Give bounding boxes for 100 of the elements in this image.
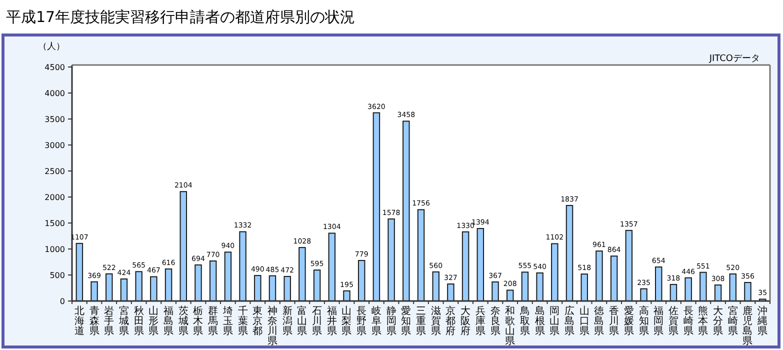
y-tick-label: 3500 — [44, 115, 65, 124]
bar — [90, 281, 98, 302]
bar — [462, 231, 470, 302]
y-tick-label: 2500 — [44, 167, 65, 176]
y-tick-label: 4500 — [44, 63, 65, 72]
text: JITCOデータ — [708, 54, 760, 64]
x-tick-label: 群馬県 — [207, 305, 218, 337]
bar — [476, 228, 484, 302]
x-tick-label: 愛知県 — [401, 305, 412, 337]
bar — [596, 250, 603, 302]
x-tick-label: 滋賀県 — [430, 305, 441, 337]
x-tick-label: 広島県 — [564, 305, 575, 337]
x-tick-label: 鳥取県 — [518, 305, 530, 337]
x-tick-label: 香川県 — [609, 305, 620, 337]
bar — [566, 204, 574, 302]
bar — [164, 268, 172, 302]
x-tick-label: 宮城県 — [118, 305, 129, 337]
bar — [372, 112, 380, 302]
x-tick-label: 和歌山県 — [505, 305, 516, 347]
y-tick-label: 4000 — [44, 89, 65, 98]
x-tick-label: 岐阜県 — [371, 305, 382, 337]
x-tick-label: 福岡県 — [654, 305, 664, 337]
bar — [224, 252, 232, 302]
bar — [432, 271, 440, 302]
x-tick-label: 長崎県 — [683, 306, 694, 337]
bar — [700, 272, 707, 302]
bar — [670, 284, 678, 302]
x-tick-label: 栃木県 — [193, 305, 204, 337]
bar — [506, 290, 514, 302]
bar — [254, 275, 262, 302]
bar — [640, 288, 648, 302]
bar — [536, 272, 544, 302]
x-tick-label: 京都府 — [446, 305, 456, 337]
x-tick-label: 高知県 — [638, 305, 649, 337]
x-tick-label: 宮崎県 — [728, 305, 738, 337]
bar — [655, 266, 662, 302]
x-tick-label: 静岡県 — [386, 305, 396, 337]
x-tick-label: 大分県 — [713, 305, 724, 337]
bar — [714, 284, 722, 302]
bar — [580, 274, 588, 302]
x-tick-label: 富山県 — [297, 305, 308, 337]
x-tick-label: 佐賀県 — [668, 306, 678, 337]
x-tick-label: 奈良県 — [490, 306, 500, 337]
bar — [268, 275, 276, 302]
x-tick-label: 千葉県 — [238, 305, 248, 337]
x-tick-label: 山梨県 — [342, 305, 352, 337]
bar — [76, 242, 84, 302]
x-tick-label: 北海道 — [74, 305, 84, 337]
x-tick-label: 茨城県 — [177, 305, 188, 337]
x-tick-label: 福島県 — [164, 305, 174, 337]
y-tick-label: 2000 — [44, 193, 65, 202]
bar — [610, 256, 618, 302]
x-tick-label: 岩手県 — [104, 305, 114, 337]
x-tick-label: 山形県 — [148, 305, 159, 337]
y-tick-label: 0 — [60, 297, 65, 306]
bar — [209, 260, 217, 302]
x-tick-label: 石川県 — [312, 306, 322, 337]
y-tick-label: 500 — [50, 271, 65, 280]
bar — [729, 273, 736, 302]
bar — [684, 277, 692, 302]
bar — [150, 276, 158, 302]
x-tick-label: 徳島県 — [594, 306, 604, 337]
bar — [388, 218, 395, 302]
bar — [358, 260, 366, 302]
x-tick-label: 福井県 — [326, 305, 337, 337]
bar — [284, 276, 291, 302]
bar — [521, 272, 529, 302]
bar — [343, 290, 350, 302]
chart-title: 平成17年度技能実習移行申請者の都道府県別の状況 — [6, 8, 356, 26]
x-tick-label: 埼玉県 — [222, 305, 233, 337]
bar — [744, 282, 752, 302]
x-tick-label: 秋田県 — [134, 305, 144, 337]
x-tick-label: 山口県 — [579, 305, 590, 337]
x-tick-label: 三重県 — [416, 306, 426, 337]
x-tick-label: 長野県 — [356, 306, 367, 337]
x-tick-label: 青森県 — [89, 305, 100, 337]
bar — [328, 232, 336, 302]
bar — [120, 278, 128, 302]
x-tick-label: 神奈川県 — [267, 305, 278, 347]
bar — [135, 271, 142, 302]
x-tick-label: 熊本県 — [698, 305, 708, 337]
bar — [447, 283, 454, 302]
x-tick-label: 大阪府 — [460, 305, 471, 337]
bar — [417, 209, 425, 302]
bar — [106, 273, 113, 302]
bar — [625, 230, 633, 302]
x-tick-label: 鹿児島県 — [742, 305, 753, 347]
bar — [551, 243, 558, 302]
bar — [492, 281, 499, 302]
x-tick-label: 兵庫県 — [475, 305, 486, 337]
x-tick-label: 愛媛県 — [624, 305, 634, 337]
x-tick-label: 沖縄県 — [756, 305, 768, 337]
bar — [313, 270, 321, 302]
y-tick-label: 1500 — [44, 219, 65, 228]
bar — [180, 191, 187, 302]
bar — [402, 120, 410, 302]
bar — [298, 247, 306, 302]
bar — [194, 264, 202, 302]
y-tick-label: 3000 — [44, 141, 65, 150]
x-tick-label: 東京都 — [252, 305, 263, 337]
